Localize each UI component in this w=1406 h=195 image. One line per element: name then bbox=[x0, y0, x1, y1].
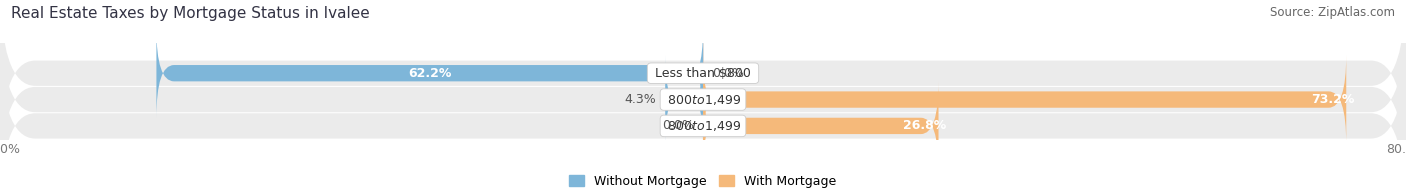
Text: 4.3%: 4.3% bbox=[624, 93, 657, 106]
FancyBboxPatch shape bbox=[665, 55, 703, 144]
FancyBboxPatch shape bbox=[156, 29, 703, 118]
Text: $800 to $1,499: $800 to $1,499 bbox=[664, 93, 742, 106]
Legend: Without Mortgage, With Mortgage: Without Mortgage, With Mortgage bbox=[569, 175, 837, 188]
Text: 73.2%: 73.2% bbox=[1312, 93, 1354, 106]
Text: 62.2%: 62.2% bbox=[408, 67, 451, 80]
Text: 0.0%: 0.0% bbox=[662, 119, 695, 132]
Text: Less than $800: Less than $800 bbox=[651, 67, 755, 80]
FancyBboxPatch shape bbox=[0, 7, 1406, 192]
Text: $800 to $1,499: $800 to $1,499 bbox=[664, 119, 742, 133]
FancyBboxPatch shape bbox=[703, 81, 939, 170]
Text: Real Estate Taxes by Mortgage Status in Ivalee: Real Estate Taxes by Mortgage Status in … bbox=[11, 6, 370, 21]
Text: 26.8%: 26.8% bbox=[904, 119, 946, 132]
FancyBboxPatch shape bbox=[0, 33, 1406, 195]
FancyBboxPatch shape bbox=[703, 55, 1347, 144]
FancyBboxPatch shape bbox=[0, 0, 1406, 166]
Text: 0.0%: 0.0% bbox=[711, 67, 744, 80]
Text: Source: ZipAtlas.com: Source: ZipAtlas.com bbox=[1270, 6, 1395, 19]
